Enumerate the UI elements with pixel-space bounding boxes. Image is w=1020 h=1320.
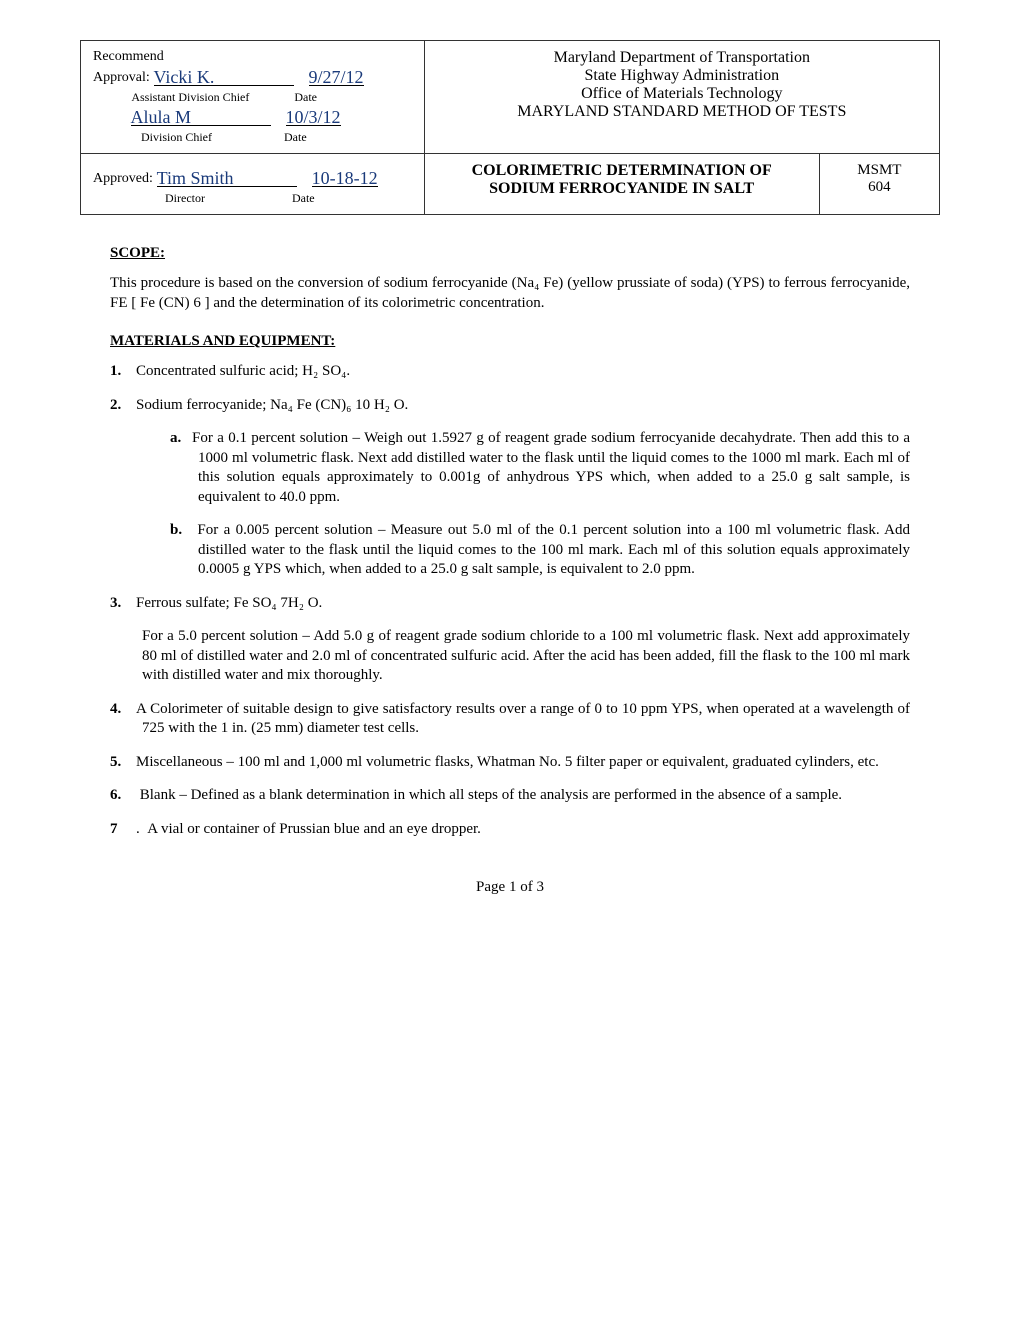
test-title-line2: SODIUM FERROCYANIDE IN SALT bbox=[437, 180, 807, 198]
org-line4: MARYLAND STANDARD METHOD OF TESTS bbox=[437, 103, 927, 121]
date-caption-1: Date bbox=[294, 90, 317, 104]
item-7-text: A vial or container of Prussian blue and… bbox=[147, 821, 481, 837]
assistant-chief-caption: Assistant Division Chief bbox=[131, 90, 249, 104]
item-4: 4.A Colorimeter of suitable design to gi… bbox=[110, 700, 910, 739]
header-table: Recommend Approval: Vicki K. 9/27/12 Ass… bbox=[80, 40, 940, 215]
code-line1: MSMT bbox=[832, 162, 927, 179]
signature-line-3: Tim Smith bbox=[157, 168, 297, 187]
signature-line-1: Vicki K. bbox=[154, 67, 294, 86]
signature-1: Vicki K. bbox=[154, 67, 215, 87]
approval-label: Approval: bbox=[93, 70, 150, 85]
item-5-text: Miscellaneous – 100 ml and 1,000 ml volu… bbox=[136, 754, 879, 770]
test-title-line1: COLORIMETRIC DETERMINATION OF bbox=[437, 162, 807, 180]
item-7: 7. A vial or container of Prussian blue … bbox=[110, 820, 910, 840]
scope-text: This procedure is based on the conversio… bbox=[110, 274, 910, 313]
code-line2: 604 bbox=[832, 179, 927, 196]
recommend-approval-cell: Recommend Approval: Vicki K. 9/27/12 Ass… bbox=[81, 41, 425, 154]
date-line-1: 9/27/12 bbox=[309, 67, 364, 86]
org-line1: Maryland Department of Transportation bbox=[437, 49, 927, 67]
date-caption-3: Date bbox=[292, 191, 315, 205]
item-3-para: For a 5.0 percent solution – Add 5.0 g o… bbox=[142, 627, 910, 686]
division-chief-caption: Division Chief bbox=[141, 130, 212, 144]
org-line3: Office of Materials Technology bbox=[437, 85, 927, 103]
item-1: 1.Concentrated sulfuric acid; H₂ SO₄. bbox=[110, 362, 910, 382]
item-2b: b. For a 0.005 percent solution – Measur… bbox=[170, 521, 910, 580]
approved-cell: Approved: Tim Smith 10-18-12 Director Da… bbox=[81, 154, 425, 215]
approved-label: Approved: bbox=[93, 171, 153, 186]
date-1: 9/27/12 bbox=[309, 67, 364, 87]
item-3-text: Ferrous sulfate; Fe SO₄ 7H₂ O. bbox=[136, 595, 322, 611]
item-3: 3.Ferrous sulfate; Fe SO₄ 7H₂ O. bbox=[110, 594, 910, 614]
date-3: 10-18-12 bbox=[312, 168, 378, 188]
signature-2: Alula M bbox=[131, 107, 192, 127]
item-2a-text: For a 0.1 percent solution – Weigh out 1… bbox=[192, 430, 910, 505]
item-2a: a.For a 0.1 percent solution – Weigh out… bbox=[170, 429, 910, 507]
org-line2: State Highway Administration bbox=[437, 67, 927, 85]
date-line-3: 10-18-12 bbox=[312, 168, 378, 187]
item-2-text: Sodium ferrocyanide; Na₄ Fe (CN)₆ 10 H₂ … bbox=[136, 397, 408, 413]
signature-3: Tim Smith bbox=[157, 168, 234, 188]
page-number: Page 1 of 3 bbox=[80, 879, 940, 896]
item-5: 5.Miscellaneous – 100 ml and 1,000 ml vo… bbox=[110, 753, 910, 773]
item-2b-text: For a 0.005 percent solution – Measure o… bbox=[197, 522, 910, 577]
code-cell: MSMT 604 bbox=[819, 154, 939, 215]
recommend-label: Recommend bbox=[93, 49, 412, 65]
date-caption-2: Date bbox=[284, 130, 307, 144]
item-6-text: Blank – Defined as a blank determination… bbox=[140, 787, 842, 803]
director-caption: Director bbox=[165, 191, 205, 205]
scope-heading: SCOPE: bbox=[110, 245, 910, 262]
item-2: 2.Sodium ferrocyanide; Na₄ Fe (CN)₆ 10 H… bbox=[110, 396, 910, 416]
item-1-text: Concentrated sulfuric acid; H₂ SO₄. bbox=[136, 363, 350, 379]
item-4-text: A Colorimeter of suitable design to give… bbox=[136, 701, 910, 737]
signature-line-2: Alula M bbox=[131, 107, 271, 126]
date-line-2: 10/3/12 bbox=[286, 107, 341, 126]
test-title-cell: COLORIMETRIC DETERMINATION OF SODIUM FER… bbox=[424, 154, 819, 215]
item-6: 6. Blank – Defined as a blank determinat… bbox=[110, 786, 910, 806]
date-2: 10/3/12 bbox=[286, 107, 341, 127]
org-cell: Maryland Department of Transportation St… bbox=[424, 41, 939, 154]
materials-heading: MATERIALS AND EQUIPMENT: bbox=[110, 333, 910, 350]
